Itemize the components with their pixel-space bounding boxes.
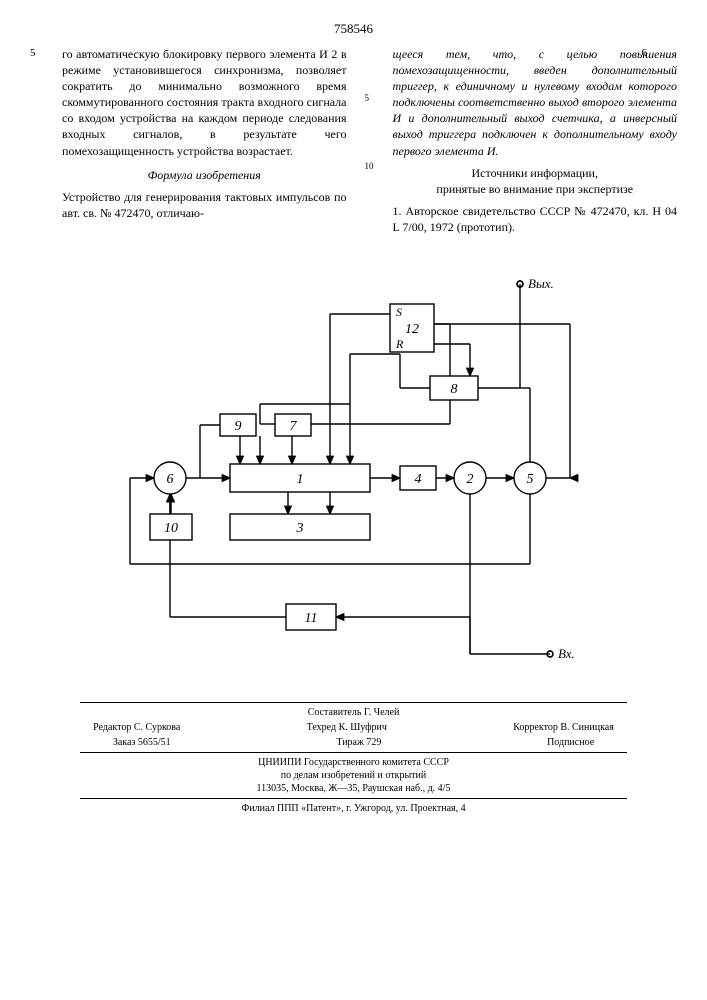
svg-text:9: 9 [235,419,242,434]
svg-text:7: 7 [290,419,298,434]
svg-text:2: 2 [467,472,474,487]
footer-corrector: Корректор В. Синицкая [513,721,614,734]
svg-text:5: 5 [527,472,534,487]
svg-text:1: 1 [297,472,304,487]
footer-sub: Подписное [547,736,594,749]
footer-tech: Техред К. Шуфрич [307,721,387,734]
footer-tirage: Тираж 729 [336,736,381,749]
svg-text:3: 3 [296,521,304,536]
line-marker-10: 10 [365,160,375,172]
line-marker-5: 5 [365,92,375,104]
footer: Составитель Г. Челей Редактор С. Суркова… [30,702,677,815]
svg-text:8: 8 [451,382,458,397]
sources-heading: Источники информации, принятые во вниман… [393,165,678,197]
svg-text:11: 11 [305,611,318,626]
col-number-right: 6 [642,46,648,61]
left-para-2: Устройство для генерирования тактовых им… [62,189,347,221]
right-column: 6 щееся тем, что, с целью повышения поме… [393,46,678,236]
footer-org1: ЦНИИПИ Государственного комитета СССР [30,756,677,769]
text-columns: 5 го автоматическую блокировку первого э… [30,46,677,236]
circuit-diagram: 1 3 4 7 8 9 10 11 12S R 2 5 6 Вых. Вх. [30,254,677,688]
footer-editor: Редактор С. Суркова [93,721,180,734]
left-para-1: го автоматическую блокировку первого эле… [62,46,347,159]
footer-addr: 113035, Москва, Ж—35, Раушская наб., д. … [30,782,677,795]
svg-text:S: S [396,305,402,319]
svg-text:6: 6 [167,472,174,487]
formula-heading: Формула изобретения [62,167,347,183]
svg-text:12: 12 [405,322,419,337]
footer-org2: по делам изобретений и открытий [30,769,677,782]
patent-number: 758546 [30,20,677,38]
right-para-1: щееся тем, что, с целью повышения помехо… [393,46,678,159]
col-number-left: 5 [30,46,44,61]
svg-text:Вых.: Вых. [528,276,554,291]
svg-text:Вх.: Вх. [558,646,575,661]
footer-order: Заказ 5655/51 [113,736,171,749]
footer-branch: Филиал ППП «Патент», г. Ужгород, ул. Про… [30,802,677,815]
source-1: 1. Авторское свидетельство СССР № 472470… [393,203,678,235]
svg-text:10: 10 [164,521,178,536]
svg-text:R: R [395,337,404,351]
svg-text:4: 4 [415,472,422,487]
left-column: го автоматическую блокировку первого эле… [62,46,347,236]
footer-compiler: Составитель Г. Челей [308,706,400,719]
